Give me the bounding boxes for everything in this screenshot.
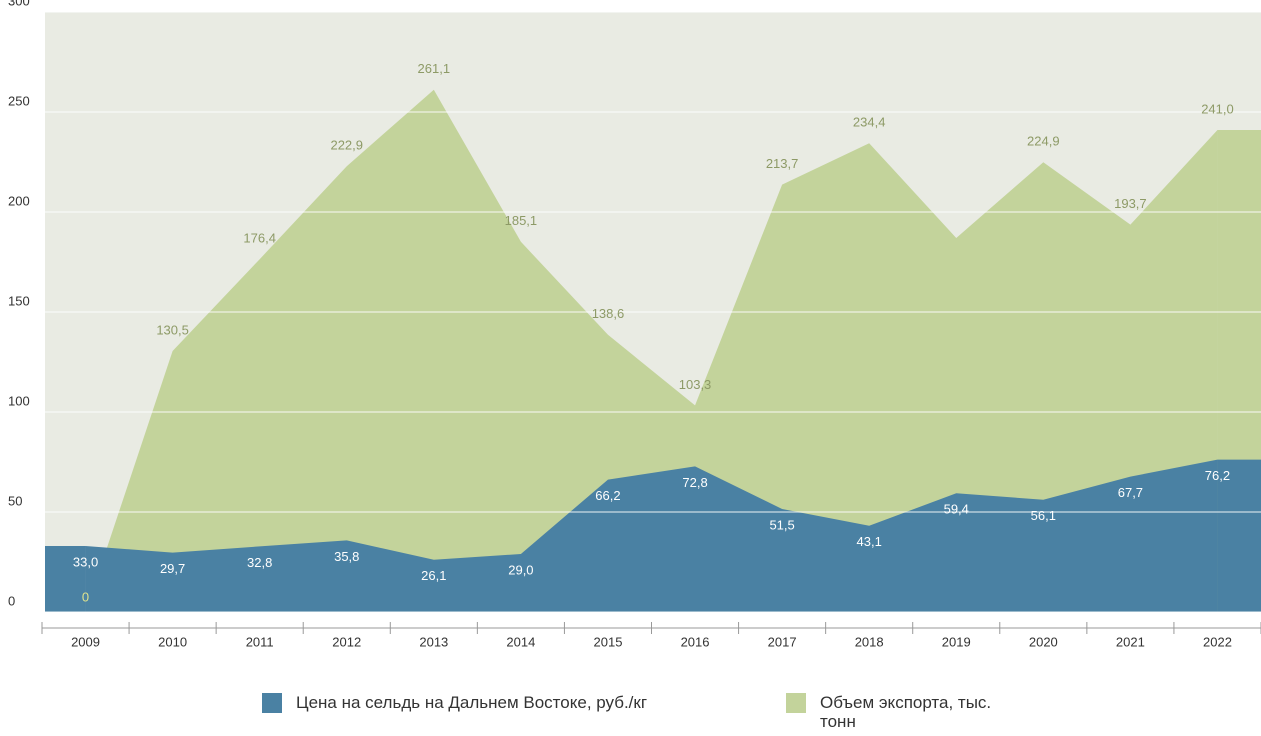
- chart: 0 50 100 150 200 250 300 0 130,5 176,4 222,9 261,1 1…: [8, 0, 1261, 649]
- data-label: 66,2: [595, 488, 620, 503]
- x-tick-label: 2009: [71, 634, 100, 649]
- x-tick-label: 2010: [158, 634, 187, 649]
- y-tick-label: 100: [8, 393, 30, 408]
- data-label: 234,4: [853, 115, 886, 130]
- data-label: 193,7: [1114, 196, 1147, 211]
- area: [85, 459, 1218, 612]
- x-tick-label: 2020: [1029, 634, 1058, 649]
- y-tick-label: 0: [8, 593, 15, 608]
- area: [85, 89, 1218, 613]
- data-label: 224,9: [1027, 134, 1060, 149]
- data-label: 185,1: [505, 213, 538, 228]
- x-tick-label: 2017: [768, 634, 797, 649]
- data-label: 222,9: [330, 138, 363, 153]
- legend-swatch: [786, 693, 806, 713]
- x-tick-label: 2012: [332, 634, 361, 649]
- data-label: 43,1: [857, 534, 882, 549]
- x-tick-label: 2013: [419, 634, 448, 649]
- data-label: 176,4: [243, 231, 276, 246]
- x-tick-label: 2014: [506, 634, 535, 649]
- x-tick-label: 2022: [1203, 634, 1232, 649]
- area-edge: [45, 546, 86, 612]
- legend-label: Объем экспорта, тыс. тонн: [820, 693, 992, 731]
- legend: Цена на сельдь на Дальнем Востоке, руб./…: [262, 693, 1020, 731]
- data-label: 51,5: [769, 517, 794, 532]
- data-label: 72,8: [682, 475, 707, 490]
- y-tick-label: 50: [8, 493, 22, 508]
- data-label: 213,7: [766, 156, 799, 171]
- data-label: 76,2: [1205, 468, 1230, 483]
- y-tick-label: 150: [8, 293, 30, 308]
- legend-swatch: [262, 693, 282, 713]
- x-tick-label: 2011: [246, 634, 274, 649]
- x-tick-label: 2021: [1116, 634, 1145, 649]
- data-label: 241,0: [1201, 101, 1234, 116]
- legend-item: Объем экспорта, тыс. тонн: [786, 693, 1020, 731]
- x-tick-label: 2016: [681, 634, 710, 649]
- x-tick-label: 2018: [855, 634, 884, 649]
- data-label: 59,4: [944, 502, 969, 517]
- data-label: 32,8: [247, 555, 272, 570]
- legend-item: Цена на сельдь на Дальнем Востоке, руб./…: [262, 693, 726, 731]
- x-tick-label: 2015: [594, 634, 623, 649]
- data-label: 67,7: [1118, 485, 1143, 500]
- data-label: 103,3: [679, 377, 712, 392]
- data-label: 56,1: [1031, 508, 1056, 523]
- data-label: 35,8: [334, 549, 359, 564]
- data-label: 130,5: [156, 322, 189, 337]
- y-tick-label: 300: [8, 0, 30, 8]
- data-label: 138,6: [592, 306, 625, 321]
- data-label: 29,0: [508, 562, 533, 577]
- legend-label: Цена на сельдь на Дальнем Востоке, руб./…: [296, 693, 648, 712]
- data-label: 26,1: [421, 568, 446, 583]
- area-edge: [1217, 459, 1261, 612]
- data-label: 33,0: [73, 554, 98, 569]
- y-tick-label: 200: [8, 193, 30, 208]
- data-label: 29,7: [160, 561, 185, 576]
- data-label: 261,1: [418, 61, 451, 76]
- x-tick-label: 2019: [942, 634, 971, 649]
- y-tick-label: 250: [8, 93, 30, 108]
- data-label: 0: [82, 589, 89, 604]
